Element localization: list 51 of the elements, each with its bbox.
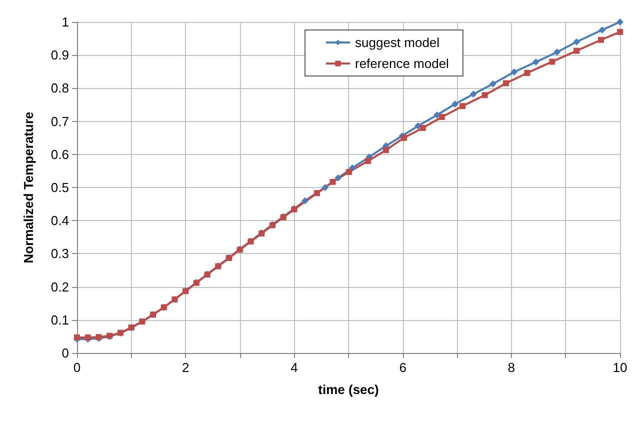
point: [382, 147, 389, 154]
point: [84, 334, 91, 340]
y-tick-label: 0.6: [50, 146, 69, 162]
y-tick-label: 0.7: [50, 114, 69, 129]
point: [314, 190, 320, 196]
point: [616, 18, 624, 26]
point: [365, 158, 372, 164]
point: [510, 68, 518, 76]
point: [346, 168, 352, 175]
y-tick-label: 0.1: [50, 312, 69, 328]
point: [460, 103, 466, 110]
y-tick-label: 0: [62, 346, 69, 360]
point: [400, 134, 407, 141]
x-tick-label: 4: [290, 360, 298, 375]
point: [598, 36, 604, 43]
y-tick-label: 0.3: [50, 246, 69, 262]
legend-label: reference model: [355, 56, 450, 71]
point: [502, 80, 509, 86]
point: [302, 197, 309, 204]
point: [532, 58, 540, 66]
x-axis-title: time (sec): [318, 382, 379, 397]
y-tick-label: 0.5: [50, 180, 69, 195]
x-tick-label: 10: [612, 360, 628, 375]
y-axis-title: Normalized Temperature: [21, 112, 36, 264]
point: [451, 100, 458, 108]
x-tick-label: 8: [508, 360, 516, 375]
point: [573, 38, 580, 46]
point: [574, 48, 580, 54]
x-tick-label: 0: [73, 360, 81, 375]
point: [330, 178, 336, 185]
point: [74, 334, 80, 340]
point: [482, 92, 488, 98]
legend-label: suggest model: [355, 35, 440, 50]
point: [598, 26, 606, 34]
point: [438, 114, 445, 120]
x-tick-label: 2: [182, 360, 190, 375]
y-tick-label: 0.8: [50, 80, 69, 96]
point: [617, 28, 623, 35]
point: [334, 174, 342, 182]
y-tick-label: 0.2: [50, 279, 69, 294]
point: [322, 184, 329, 191]
y-tick-label: 0.9: [50, 48, 69, 63]
point: [470, 90, 477, 98]
point: [420, 124, 426, 131]
y-tick-label: 1: [62, 14, 69, 30]
point: [549, 58, 556, 65]
point: [554, 48, 561, 56]
point: [489, 80, 496, 88]
y-tick-label: 0.4: [50, 213, 69, 228]
x-tick-label: 6: [399, 360, 406, 375]
point: [524, 70, 530, 76]
